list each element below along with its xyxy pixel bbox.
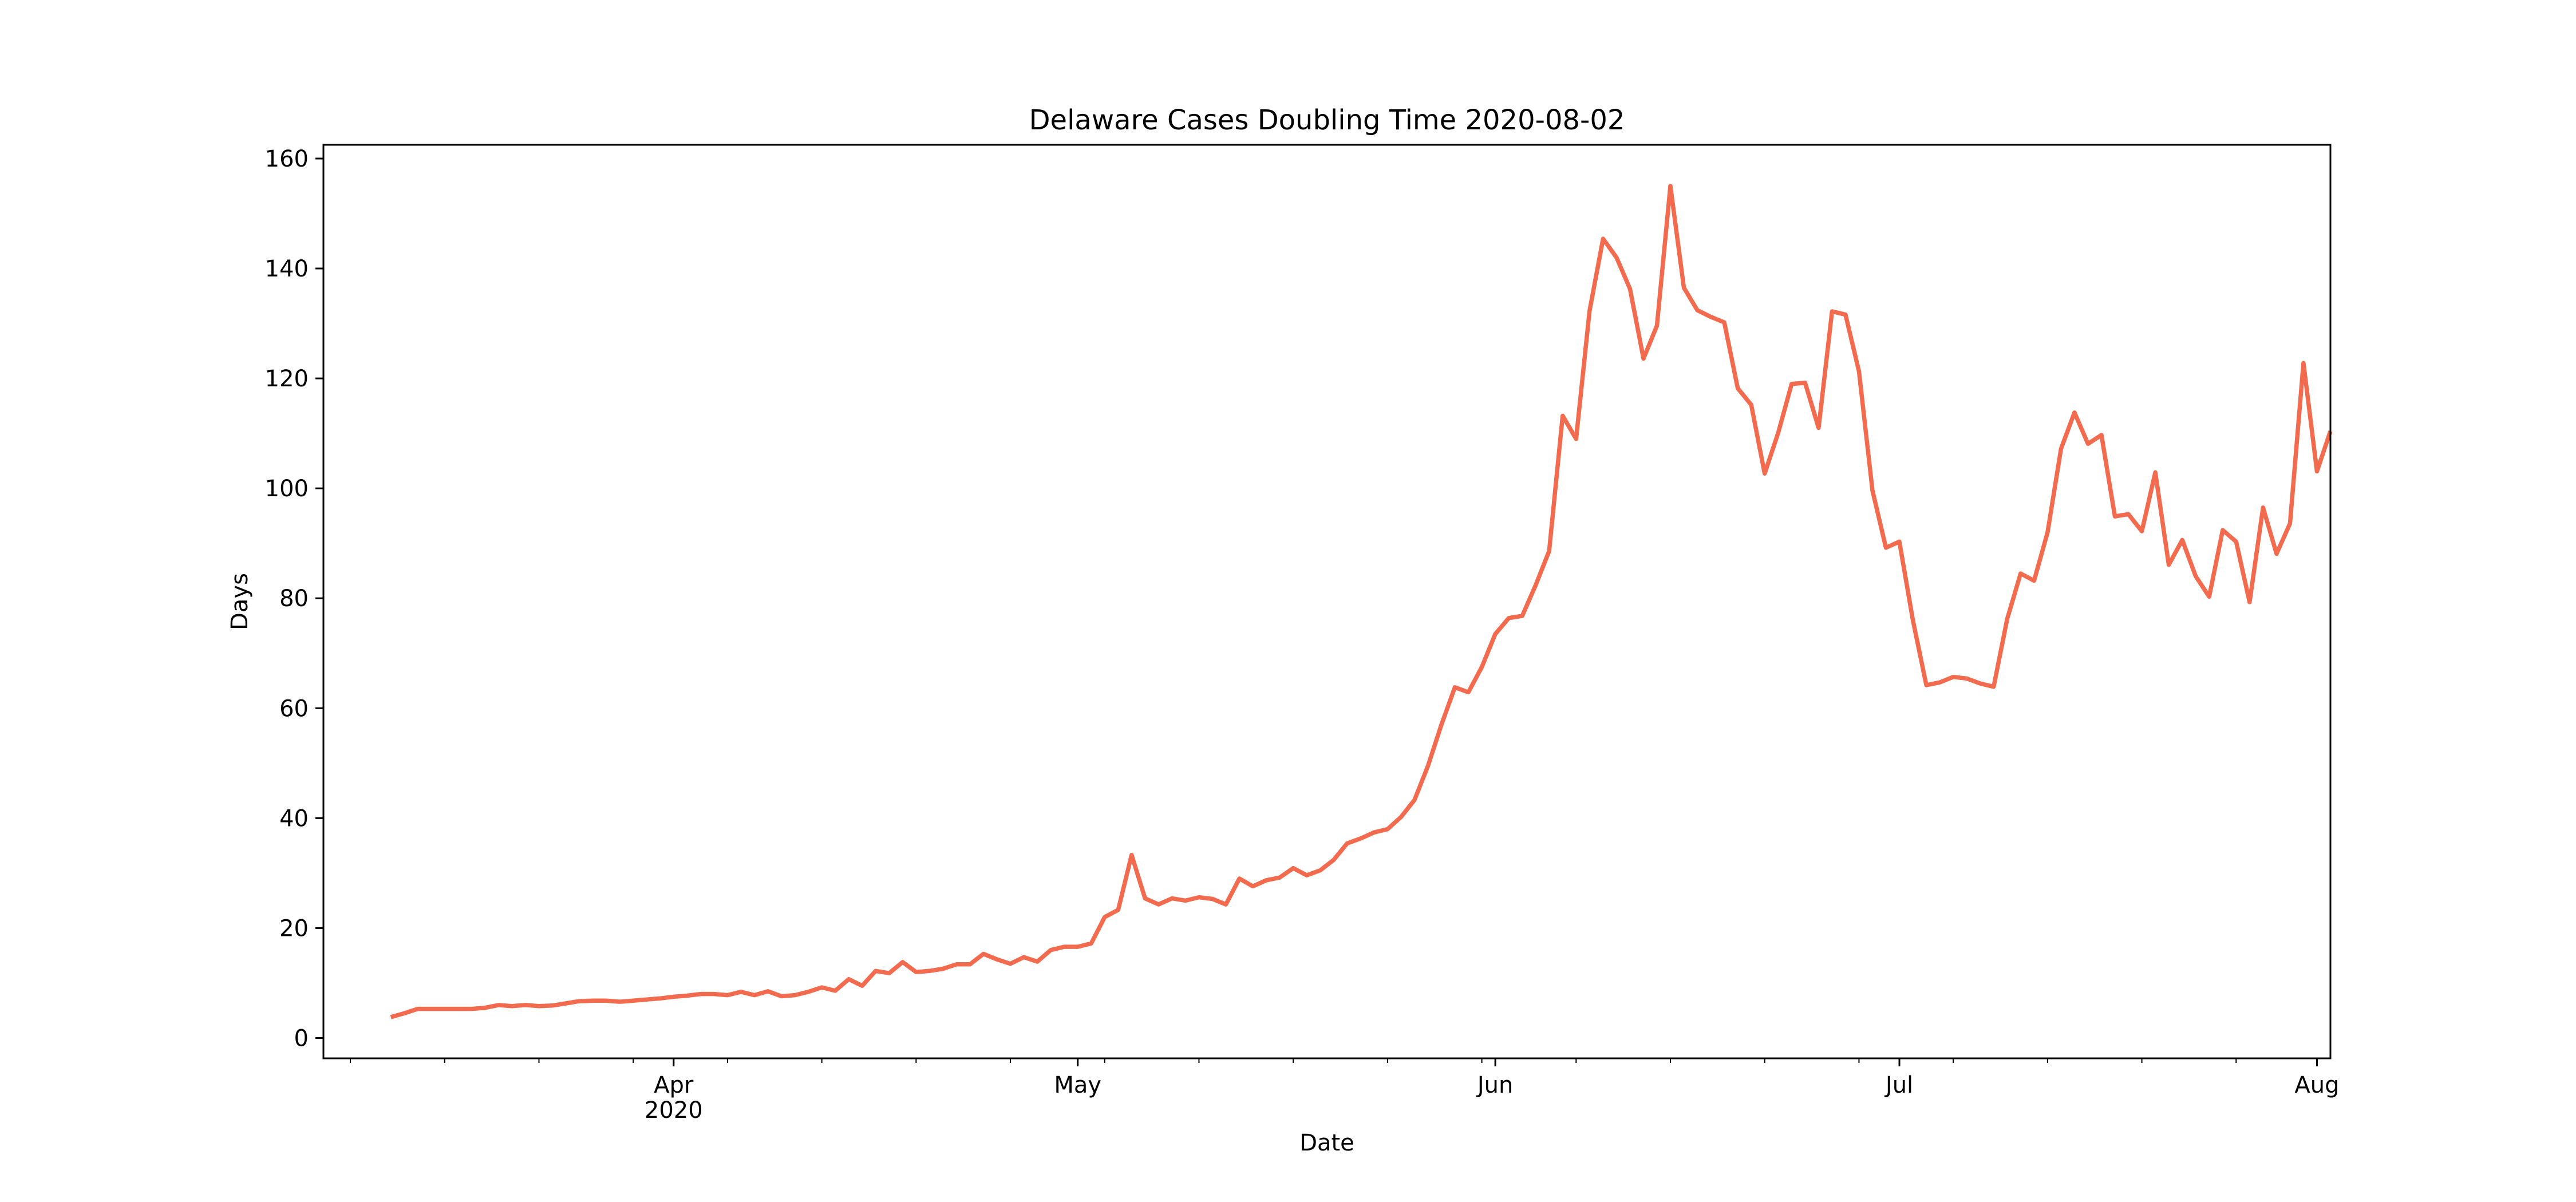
x-tick-label: Jul (1884, 1072, 1913, 1098)
y-axis-label: Days (227, 573, 253, 630)
y-tick-label: 80 (279, 586, 309, 612)
doubling-time-line (390, 184, 2333, 1019)
x-axis-label: Date (1299, 1130, 1354, 1156)
y-tick-label: 60 (279, 695, 309, 722)
x-tick-year-label: 2020 (645, 1097, 703, 1124)
chart-title: Delaware Cases Doubling Time 2020-08-02 (1029, 104, 1625, 136)
x-tick-label: Apr (654, 1072, 694, 1098)
y-tick-label: 20 (279, 915, 309, 942)
x-tick-label: Jun (1476, 1072, 1514, 1098)
y-tick-label: 120 (265, 366, 309, 392)
y-tick-label: 140 (265, 256, 309, 282)
x-tick-label: May (1054, 1072, 1101, 1098)
y-axis: 0 20 40 60 80 100 120 140 160 (265, 146, 323, 1051)
y-tick-label: 0 (294, 1025, 309, 1051)
plot-frame (322, 144, 2332, 1059)
y-tick-label: 100 (265, 476, 309, 502)
x-tick-label: Aug (2294, 1072, 2339, 1098)
y-tick-label: 40 (279, 805, 309, 832)
y-tick-label: 160 (265, 146, 309, 172)
